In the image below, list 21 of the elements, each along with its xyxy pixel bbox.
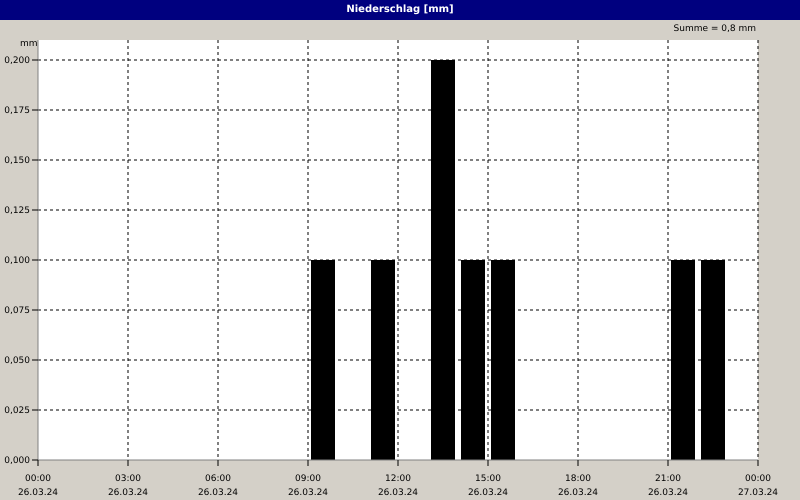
- y-tick-label: 0,100: [4, 256, 30, 266]
- y-tick-label: 0,000: [4, 456, 30, 466]
- x-tick-label: 15:00 26.03.24: [468, 474, 508, 498]
- x-tick-label: 18:00 26.03.24: [558, 474, 598, 498]
- y-tick-label: 0,200: [4, 56, 30, 66]
- y-tick-label: 0,150: [4, 156, 30, 166]
- y-tick-label: 0,175: [4, 106, 30, 116]
- chart-title: Niederschlag [mm]: [0, 0, 800, 20]
- y-tick-label: 0,075: [4, 306, 30, 316]
- x-tick-label: 00:00 27.03.24: [738, 474, 778, 498]
- y-tick-label: 0,050: [4, 356, 30, 366]
- x-tick-label: 12:00 26.03.24: [378, 474, 418, 498]
- x-tick-label: 00:00 26.03.24: [18, 474, 58, 498]
- y-axis-title: mm: [20, 39, 38, 49]
- y-tick-label: 0,025: [4, 406, 30, 416]
- y-tick-label: 0,125: [4, 206, 30, 216]
- x-tick-label: 03:00 26.03.24: [108, 474, 148, 498]
- x-tick-label: 21:00 26.03.24: [648, 474, 688, 498]
- text: Summe = 0,8 mm: [674, 24, 756, 34]
- x-tick-label: 06:00 26.03.24: [198, 474, 238, 498]
- x-tick-label: 09:00 26.03.24: [288, 474, 328, 498]
